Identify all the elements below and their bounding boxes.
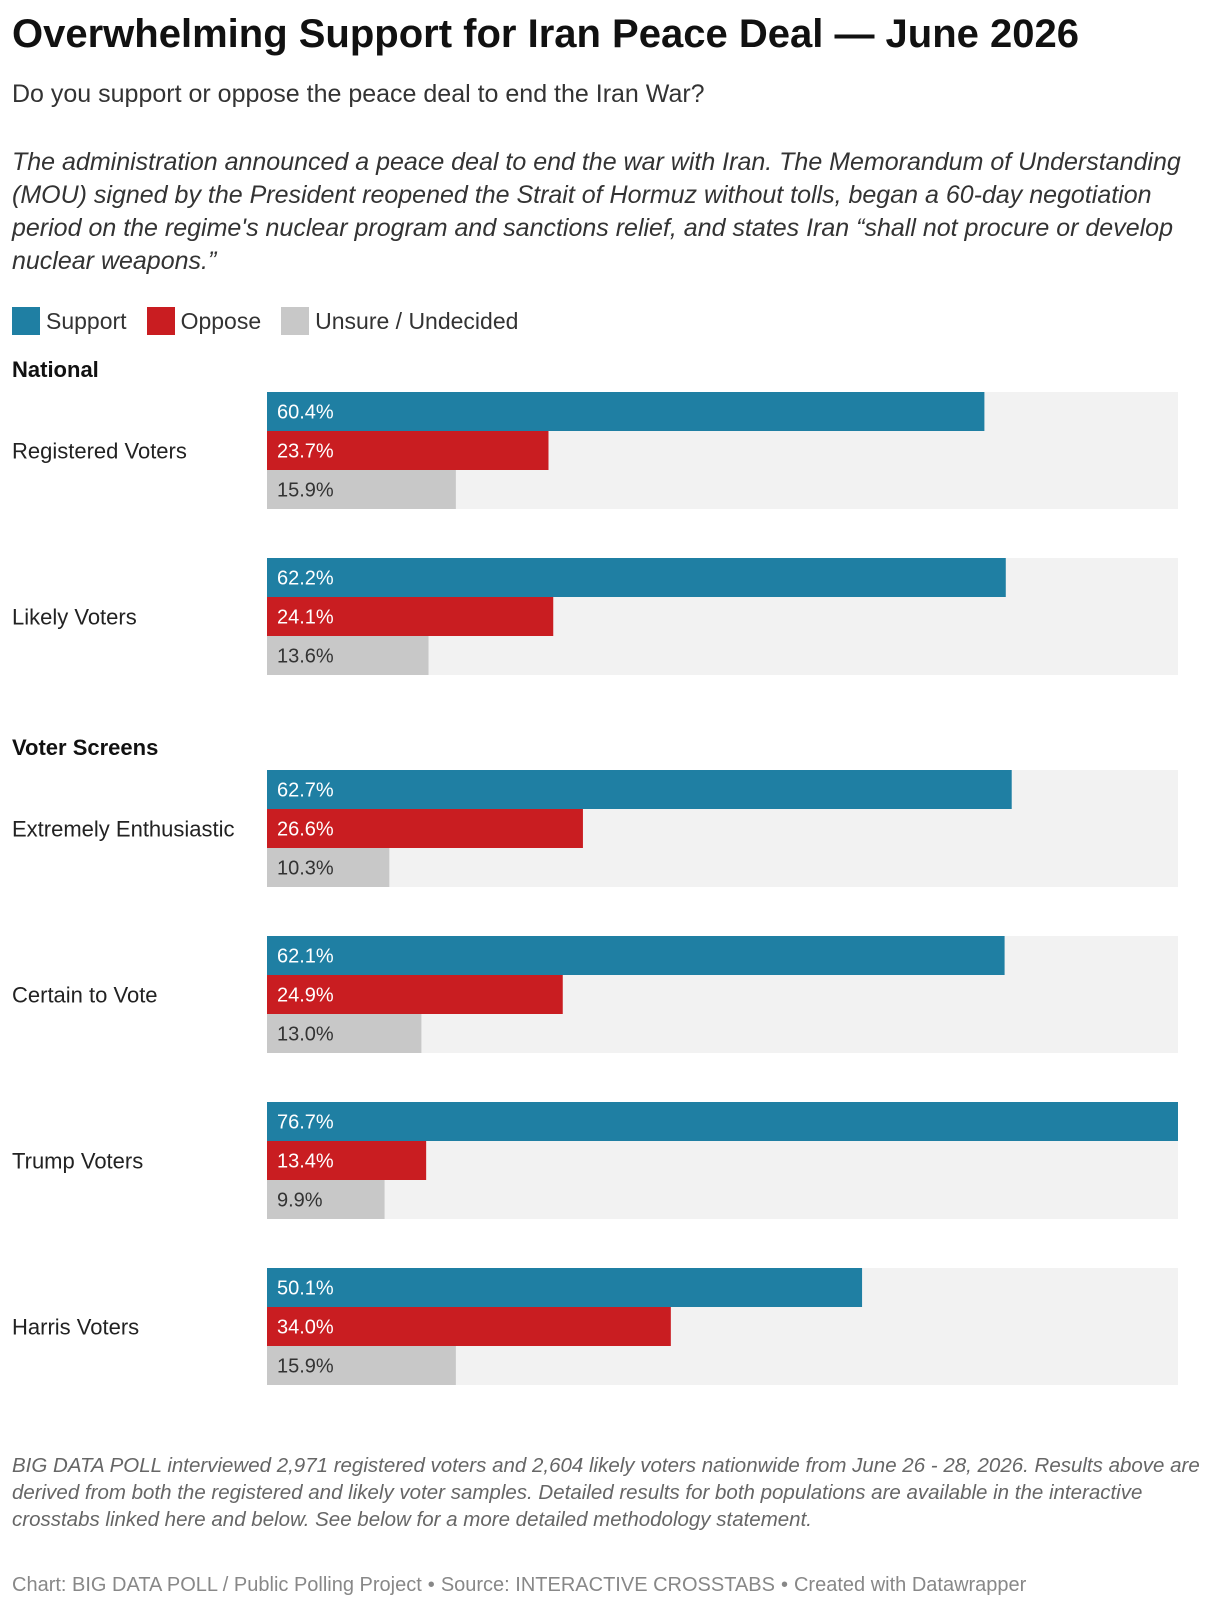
- bar-unsure-undecided-extremely-enthusiastic: [267, 848, 390, 887]
- legend-swatch-support: [12, 307, 40, 335]
- value-label-unsure-undecided-registered-voters: 15.9%: [277, 480, 334, 502]
- value-label-unsure-undecided-harris-voters: 15.9%: [277, 1356, 334, 1378]
- value-label-support-extremely-enthusiastic: 62.7%: [277, 780, 334, 802]
- legend-item-support: Support: [12, 307, 127, 335]
- row-label-trump-voters: Trump Voters: [12, 1149, 143, 1174]
- row-label-extremely-enthusiastic: Extremely Enthusiastic: [12, 817, 235, 842]
- bar-oppose-trump-voters: [267, 1141, 427, 1180]
- chart-subtitle: Do you support or oppose the peace deal …: [12, 80, 705, 108]
- value-label-oppose-likely-voters: 24.1%: [277, 607, 334, 629]
- legend-label-unsure: Unsure / Undecided: [315, 307, 519, 334]
- bar-support-trump-voters: [267, 1102, 1178, 1141]
- bar-support-registered-voters: [267, 392, 985, 431]
- legend-label-support: Support: [46, 307, 127, 334]
- bar-unsure-undecided-harris-voters: [267, 1346, 456, 1385]
- legend-item-unsure: Unsure / Undecided: [281, 307, 518, 335]
- bar-unsure-undecided-likely-voters: [267, 636, 429, 675]
- datawrapper-credit: Created with Datawrapper: [793, 1574, 1027, 1596]
- chart-title: Overwhelming Support for Iran Peace Deal…: [12, 12, 1080, 56]
- group-heading-voter-screens: Voter Screens: [12, 735, 158, 760]
- bar-support-certain-to-vote: [267, 936, 1005, 975]
- value-label-oppose-certain-to-vote: 24.9%: [277, 985, 334, 1007]
- row-label-likely-voters: Likely Voters: [12, 605, 137, 630]
- bar-unsure-undecided-registered-voters: [267, 470, 456, 509]
- value-label-support-certain-to-vote: 62.1%: [277, 946, 334, 968]
- value-label-unsure-undecided-likely-voters: 13.6%: [277, 646, 334, 668]
- row-label-registered-voters: Registered Voters: [12, 439, 187, 464]
- legend: Support Oppose Unsure / Undecided: [12, 306, 538, 336]
- row-label-certain-to-vote: Certain to Vote: [12, 983, 158, 1008]
- source-credit: Source: INTERACTIVE CROSSTABS: [440, 1574, 775, 1596]
- credits-line: Chart: BIG DATA POLL / Public Polling Pr…: [12, 1572, 1208, 1598]
- row-label-harris-voters: Harris Voters: [12, 1315, 139, 1340]
- methodology-note: BIG DATA POLL interviewed 2,971 register…: [12, 1454, 1200, 1531]
- value-label-support-trump-voters: 76.7%: [277, 1112, 334, 1134]
- bar-oppose-certain-to-vote: [267, 975, 563, 1014]
- legend-swatch-oppose: [146, 307, 175, 335]
- chart-credit: Chart: BIG DATA POLL / Public Polling Pr…: [12, 1574, 422, 1596]
- bar-oppose-extremely-enthusiastic: [267, 809, 583, 848]
- bar-support-likely-voters: [267, 558, 1006, 597]
- bar-unsure-undecided-certain-to-vote: [267, 1014, 422, 1053]
- value-label-oppose-trump-voters: 13.4%: [277, 1151, 334, 1173]
- legend-label-oppose: Oppose: [180, 307, 262, 334]
- bar-oppose-registered-voters: [267, 431, 549, 470]
- value-label-oppose-harris-voters: 34.0%: [277, 1317, 334, 1339]
- value-label-unsure-undecided-extremely-enthusiastic: 10.3%: [277, 858, 334, 880]
- credit-separator: •: [780, 1574, 788, 1596]
- legend-item-oppose: Oppose: [146, 307, 262, 335]
- value-label-support-registered-voters: 60.4%: [277, 402, 334, 424]
- value-label-support-harris-voters: 50.1%: [277, 1278, 334, 1300]
- value-label-oppose-extremely-enthusiastic: 26.6%: [277, 819, 334, 841]
- bar-support-extremely-enthusiastic: [267, 770, 1012, 809]
- bar-unsure-undecided-trump-voters: [267, 1180, 385, 1219]
- value-label-oppose-registered-voters: 23.7%: [277, 441, 334, 463]
- bar-support-harris-voters: [267, 1268, 863, 1307]
- value-label-support-likely-voters: 62.2%: [277, 568, 334, 590]
- credit-separator: •: [427, 1574, 435, 1596]
- chart-description: The administration announced a peace dea…: [12, 148, 1181, 275]
- legend-swatch-unsure: [281, 307, 310, 335]
- bar-oppose-harris-voters: [267, 1307, 671, 1346]
- bar-oppose-likely-voters: [267, 597, 554, 636]
- value-label-unsure-undecided-trump-voters: 9.9%: [277, 1190, 323, 1212]
- group-heading-national: National: [12, 357, 99, 382]
- value-label-unsure-undecided-certain-to-vote: 13.0%: [277, 1024, 334, 1046]
